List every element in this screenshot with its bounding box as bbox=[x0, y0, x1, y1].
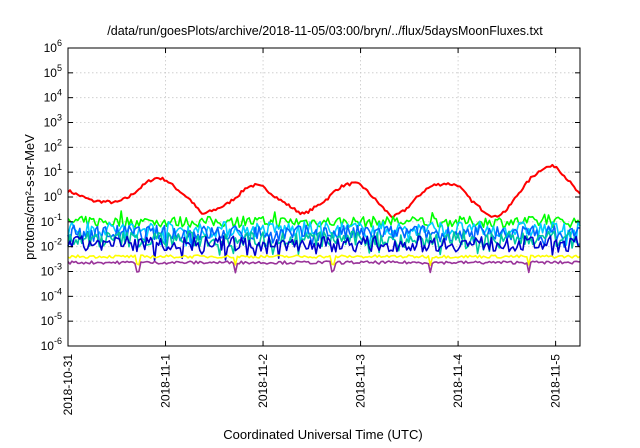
x-tick-label: 2018-11-5 bbox=[549, 354, 563, 408]
x-axis-label: Coordinated Universal Time (UTC) bbox=[223, 427, 422, 442]
x-tick-label: 2018-10-31 bbox=[61, 354, 75, 416]
y-tick-label: 10-1 bbox=[41, 212, 62, 229]
series-line-1 bbox=[67, 163, 581, 219]
y-axis-label: protons/cm²-s-sr-MeV bbox=[22, 134, 37, 260]
x-tick-label: 2018-11-1 bbox=[159, 354, 173, 408]
x-tick-label: 2018-11-4 bbox=[451, 354, 465, 408]
y-tick-label: 105 bbox=[44, 63, 62, 80]
series-line-6 bbox=[67, 235, 581, 262]
y-tick-label: 106 bbox=[44, 38, 62, 55]
series-line-4 bbox=[67, 224, 581, 251]
y-tick-label: 10-5 bbox=[41, 311, 62, 328]
y-tick-label: 10-4 bbox=[41, 286, 62, 303]
y-tick-label: 103 bbox=[44, 113, 62, 130]
y-tick-label: 100 bbox=[44, 187, 62, 204]
y-tick-label: 10-3 bbox=[41, 262, 62, 279]
grid bbox=[68, 48, 580, 346]
chart-title: /data/run/goesPlots/archive/2018-11-05/0… bbox=[107, 24, 543, 38]
x-tick-label: 2018-11-2 bbox=[256, 354, 270, 408]
y-tick-label: 102 bbox=[44, 137, 62, 154]
y-tick-label: 104 bbox=[44, 88, 62, 105]
x-tick-label: 2018-11-3 bbox=[354, 354, 368, 408]
series-line-8 bbox=[67, 260, 581, 274]
series-line-5 bbox=[67, 230, 581, 256]
y-tick-label: 10-2 bbox=[41, 237, 62, 254]
series-layer bbox=[67, 163, 581, 274]
series-line-2 bbox=[67, 210, 581, 229]
y-axis: 10-6 10-5 10-4 10-3 10-2 10-1 100 101 102 103 104 1… bbox=[41, 38, 580, 353]
series-line-7 bbox=[67, 254, 581, 267]
y-tick-label: 10-6 bbox=[41, 336, 62, 353]
y-tick-label: 101 bbox=[44, 162, 62, 179]
x-axis: 2018-10-31 2018-11-1 2018-11-2 2018-11-3 201… bbox=[61, 48, 563, 415]
